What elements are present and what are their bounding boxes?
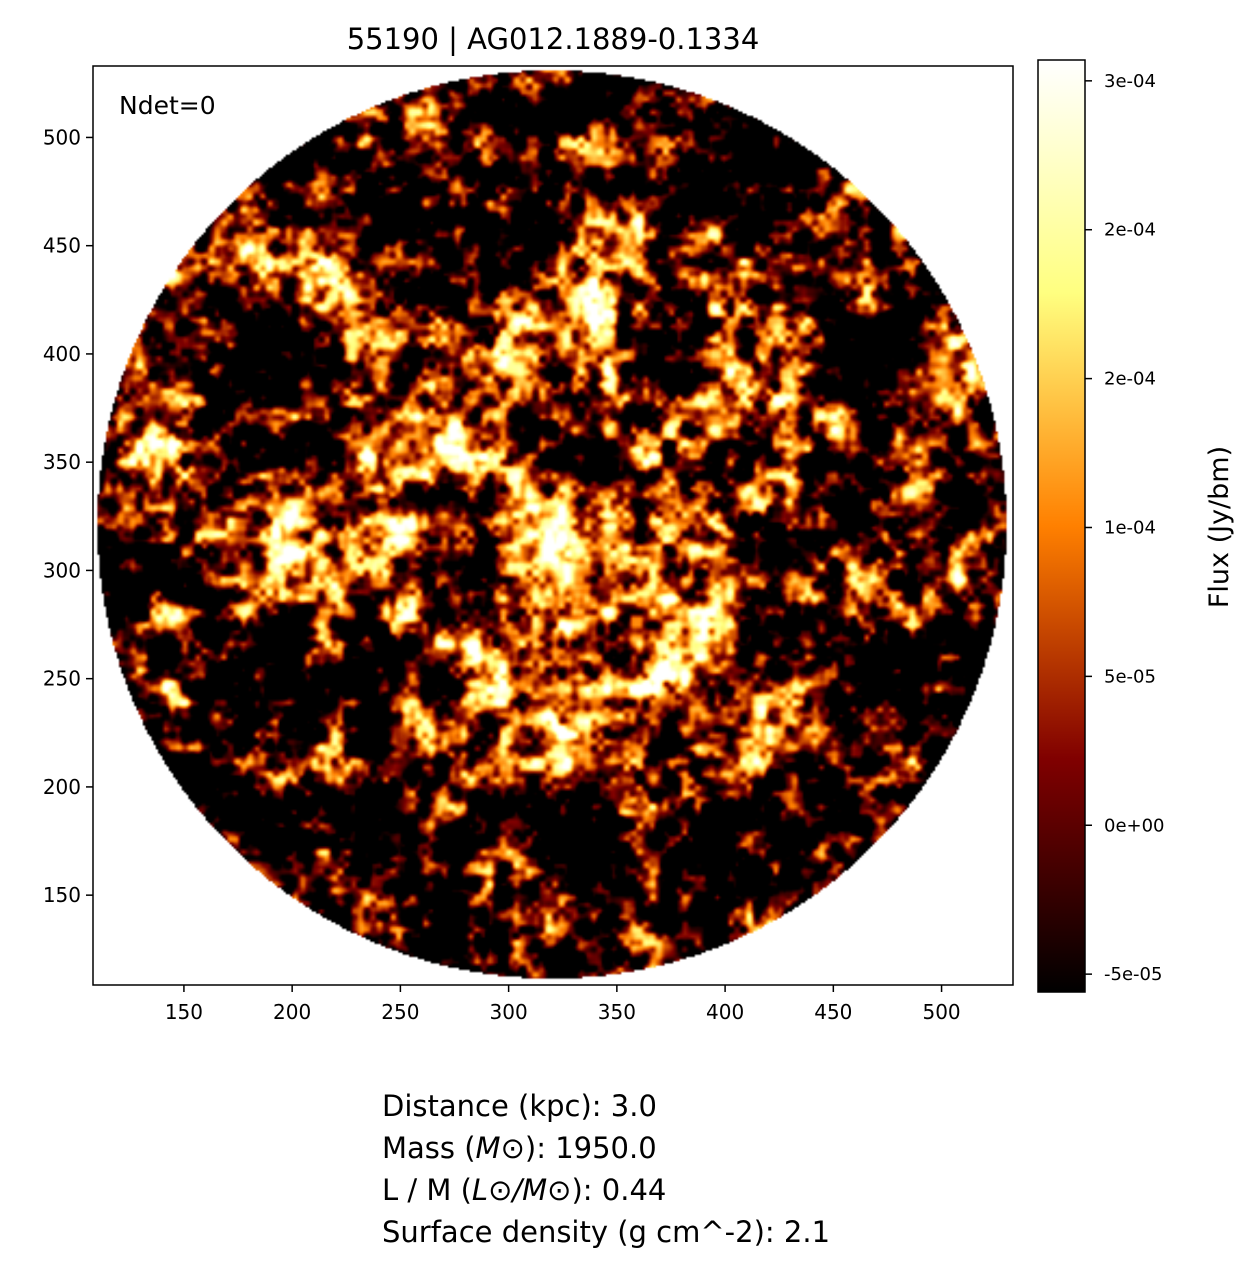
ndet-annotation: Ndet=0 [119,91,216,120]
info-label: Mass ( [382,1131,476,1165]
y-tick-label: 250 [43,667,81,691]
x-tick-label: 250 [381,1000,419,1024]
colorbar-tick-label: -5e-05 [1104,964,1162,985]
info-label: Surface density (g cm^-2): [382,1215,784,1249]
axes-frame [92,65,1014,986]
y-tick-label: 400 [43,342,81,366]
info-value: 3.0 [611,1089,657,1123]
info-label: L / M ( [382,1173,472,1207]
x-tick-label: 400 [706,1000,744,1024]
y-tick-label: 450 [43,234,81,258]
x-tick-label: 350 [598,1000,636,1024]
colorbar-label: Flux (Jy/bm) [1204,446,1235,608]
info-label-end: ): [571,1173,601,1207]
colorbar-tick-label: 3e-04 [1104,71,1156,92]
info-line: Surface density (g cm^-2): 2.1 [382,1215,830,1249]
colorbar-tick-label: 5e-05 [1104,666,1156,687]
colorbar-tick-label: 1e-04 [1104,517,1156,538]
info-unit: M⊙ [476,1131,525,1165]
info-value: 2.1 [784,1215,830,1249]
chart-title: 55190 | AG012.1889-0.1334 [347,22,760,56]
info-line: L / M (L⊙/M⊙): 0.44 [382,1173,666,1207]
x-tick-label: 150 [165,1000,203,1024]
y-tick-label: 500 [43,125,81,149]
colorbar [1037,59,1086,993]
info-value: 0.44 [602,1173,667,1207]
x-tick-label: 200 [273,1000,311,1024]
x-axis: 150 200 250 300 350 400 450 500 [165,985,961,1024]
colorbar-tick-label: 0e+00 [1104,815,1165,836]
y-tick-label: 150 [43,883,81,907]
y-tick-label: 350 [43,450,81,474]
x-tick-label: 500 [922,1000,960,1024]
y-tick-label: 300 [43,558,81,582]
info-line: Distance (kpc): 3.0 [382,1089,657,1123]
colorbar-tick-label: 2e-04 [1104,369,1156,390]
x-tick-label: 450 [814,1000,852,1024]
info-unit: L⊙/M⊙ [472,1173,572,1207]
y-axis: 150 200 250 300 350 400 450 500 [43,125,93,907]
info-text: Distance (kpc): 3.0 Mass (M⊙): 1950.0 L / … [382,1089,830,1249]
colorbar-tick-label: 2e-04 [1104,220,1156,241]
info-label: Distance (kpc): [382,1089,611,1123]
colorbar-ticks: 3e-04 2e-04 2e-04 1e-04 5e-05 0e+00 -5e-05 [1085,71,1165,985]
info-line: Mass (M⊙): 1950.0 [382,1131,657,1165]
info-value: 1950.0 [555,1131,656,1165]
info-label-end: ): [525,1131,555,1165]
x-tick-label: 300 [490,1000,528,1024]
y-tick-label: 200 [43,775,81,799]
flux-map-image [93,66,1013,985]
